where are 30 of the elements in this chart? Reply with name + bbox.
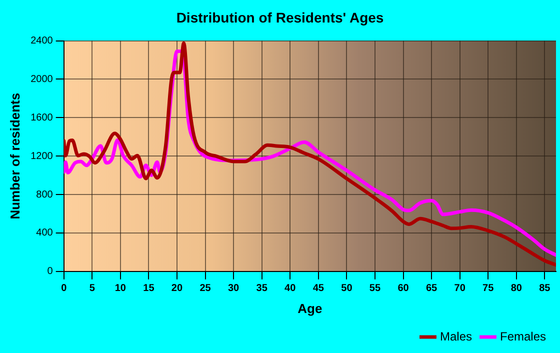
x-tick-label: 30 [228, 283, 240, 294]
x-tick-label: 55 [369, 283, 381, 294]
x-axis-title: Age [298, 300, 322, 316]
x-tick-label: 70 [454, 283, 466, 294]
y-axis-title: Number of residents [7, 92, 22, 220]
x-tick-label: 20 [171, 283, 183, 294]
x-tick-label: 50 [341, 283, 353, 294]
x-tick-label: 35 [256, 283, 268, 294]
x-tick-label: 65 [426, 283, 438, 294]
x-tick-label: 60 [398, 283, 410, 294]
x-tick-label: 0 [61, 283, 68, 294]
x-tick-label: 25 [200, 283, 212, 294]
y-tick-label: 0 [47, 266, 54, 278]
y-tick-label: 400 [36, 228, 54, 239]
x-tick-label: 5 [89, 283, 96, 294]
x-tick-label: 75 [482, 283, 494, 294]
y-tick-label: 800 [36, 189, 54, 200]
y-tick-label: 2400 [30, 36, 54, 47]
x-tick-label: 85 [539, 283, 551, 294]
x-tick-label: 45 [312, 283, 324, 294]
y-tick-label: 2000 [30, 74, 54, 85]
y-tick-label: 1600 [30, 112, 54, 124]
y-tick-label: 1200 [30, 150, 54, 162]
x-tick-label: 15 [143, 283, 155, 294]
x-tick-label: 40 [284, 283, 296, 294]
x-tick-label: 80 [510, 283, 522, 294]
legend-label: Females [500, 329, 546, 344]
x-tick-label: 10 [114, 283, 126, 294]
chart-title: Distribution of Residents' Ages [176, 9, 384, 26]
legend-label: Males [440, 329, 472, 344]
